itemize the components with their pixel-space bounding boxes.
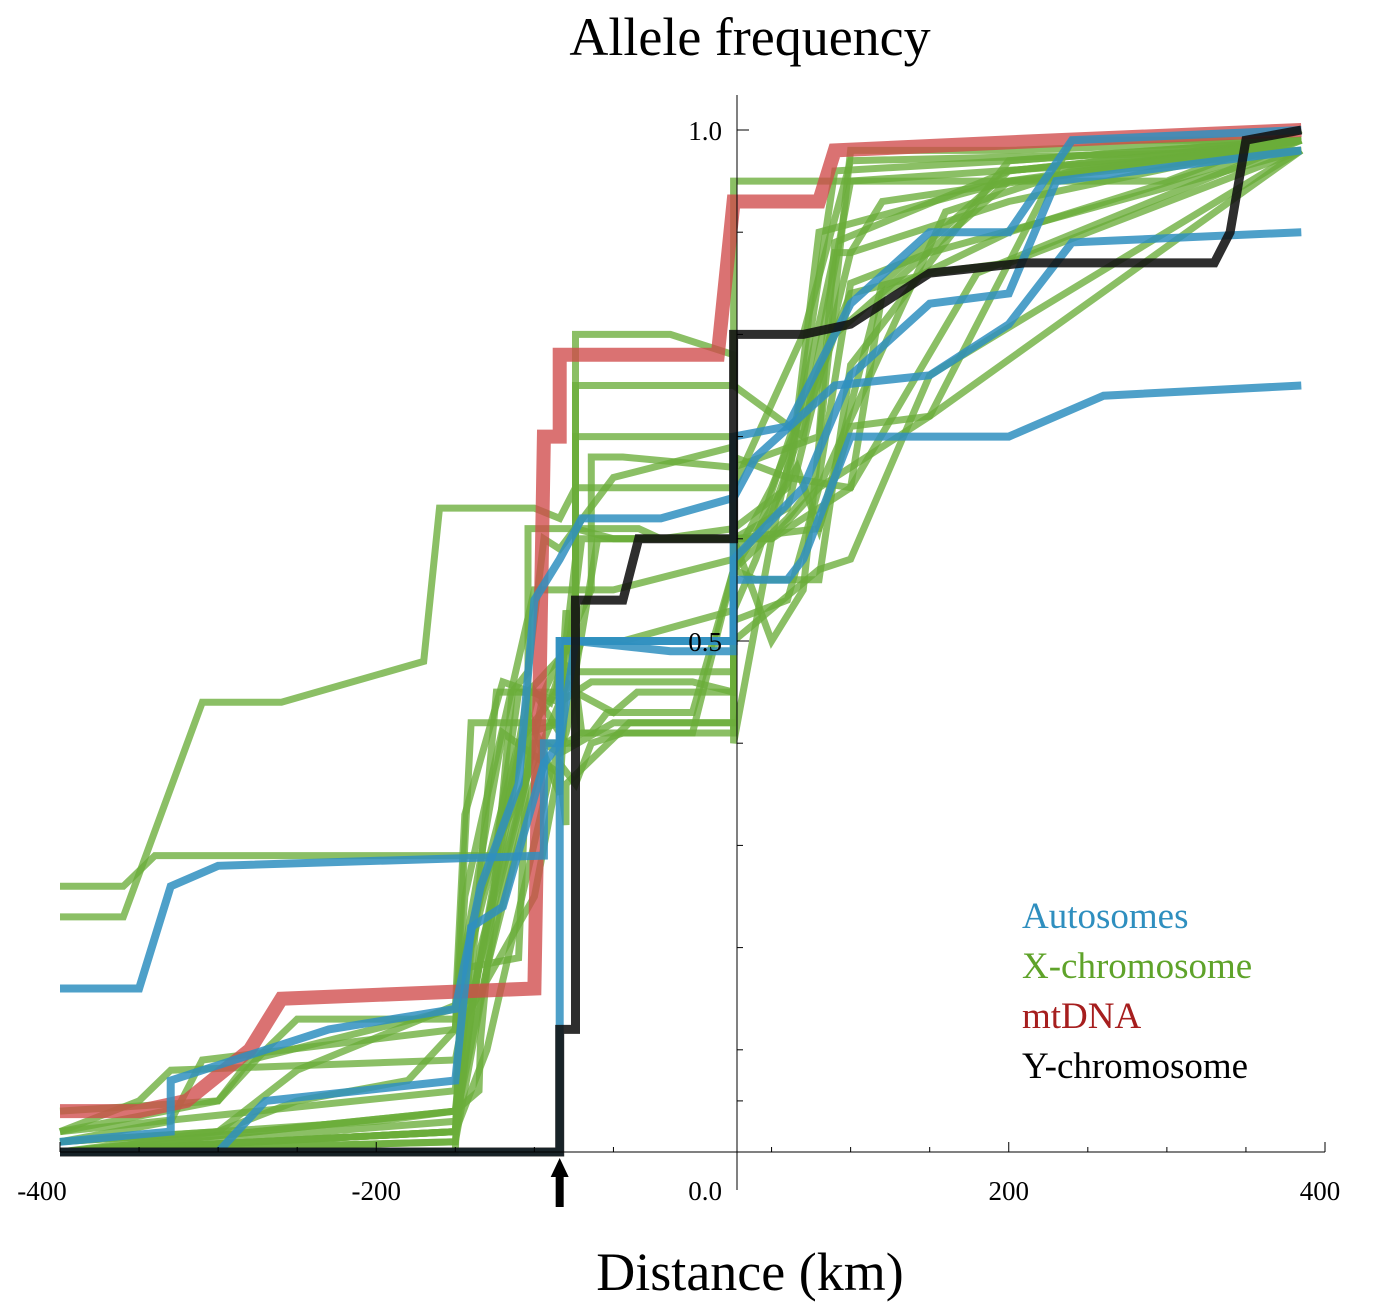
legend-mtdna: mtDNA xyxy=(1022,996,1142,1037)
zero-tick-label: 0.0 xyxy=(688,1176,722,1206)
series-autosomes-3 xyxy=(59,228,1302,1146)
series-mtdna-1 xyxy=(60,123,1302,1119)
y-tick-label: 0.5 xyxy=(688,627,722,657)
legend: Autosomes X-chromosome mtDNA Y-chromosom… xyxy=(1022,896,1252,1087)
series-autosomes-4 xyxy=(60,381,1302,1156)
legend-y-chromosome: Y-chromosome xyxy=(1022,1046,1248,1087)
series-autosomes-1 xyxy=(60,126,1302,993)
x-axis-label: Distance (km) xyxy=(596,1242,903,1302)
series-layer xyxy=(58,123,1304,1157)
legend-x-chromosome: X-chromosome xyxy=(1022,946,1252,987)
arrow-shape xyxy=(550,1158,569,1207)
arrow-marker-icon xyxy=(550,1158,569,1207)
series-y-chromosome-1 xyxy=(60,125,1303,1157)
x-tick-label: 200 xyxy=(989,1176,1030,1206)
axes xyxy=(59,95,1326,1190)
x-tick-label: -200 xyxy=(352,1176,402,1206)
x-tick-label: 400 xyxy=(1300,1176,1341,1206)
legend-autosomes: Autosomes xyxy=(1022,896,1189,937)
chart-title: Allele frequency xyxy=(569,7,930,67)
y-tick-label: 1.0 xyxy=(688,116,722,146)
tick-labels: -400 -200 200 400 0.0 0.5 1.0 xyxy=(17,116,1340,1206)
series-x-chromosome-19 xyxy=(59,147,1303,1156)
x-tick-label: -400 xyxy=(17,1176,67,1206)
